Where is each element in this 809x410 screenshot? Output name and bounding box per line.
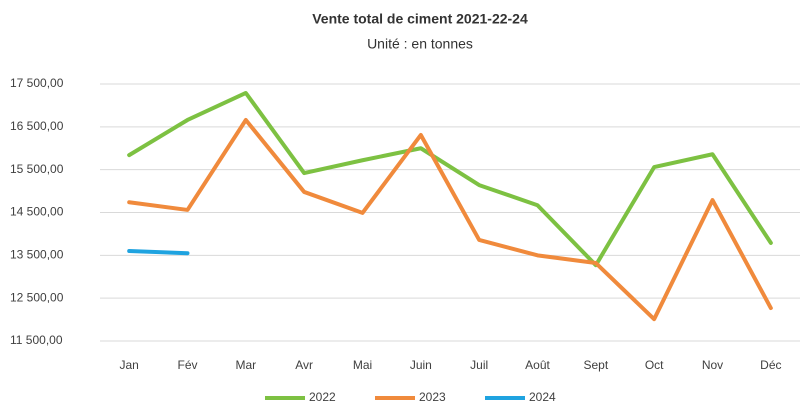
x-tick-label: Juin [410,358,432,372]
y-tick-label: 12 500,00 [10,290,64,304]
x-tick-label: Juil [470,358,488,372]
y-tick-label: 11 500,00 [10,333,63,347]
chart-title: Vente total de ciment 2021-22-24 [312,11,528,27]
x-tick-label: Mar [235,358,256,372]
data-line [127,117,773,322]
x-tick-label: Mai [353,358,372,372]
y-tick-label: 17 500,00 [10,76,64,90]
data-line [127,90,773,268]
x-tick-label: Jan [119,358,138,372]
x-tick-label: Déc [760,358,781,372]
legend-label: 2022 [309,390,336,404]
data-line [127,249,190,256]
x-tick-label: Sept [583,358,608,372]
x-tick-label: Fév [177,358,197,372]
x-tick-label: Avr [295,358,313,372]
x-tick-label: Août [525,358,550,372]
legend-label: 2024 [529,390,556,404]
x-tick-label: Nov [702,358,723,372]
y-tick-label: 15 500,00 [10,162,64,176]
legend-label: 2023 [419,390,446,404]
y-tick-label: 13 500,00 [10,248,64,262]
y-tick-label: 16 500,00 [10,119,64,133]
x-tick-label: Oct [645,358,664,372]
chart-subtitle: Unité : en tonnes [367,36,473,52]
y-tick-label: 14 500,00 [10,205,64,219]
